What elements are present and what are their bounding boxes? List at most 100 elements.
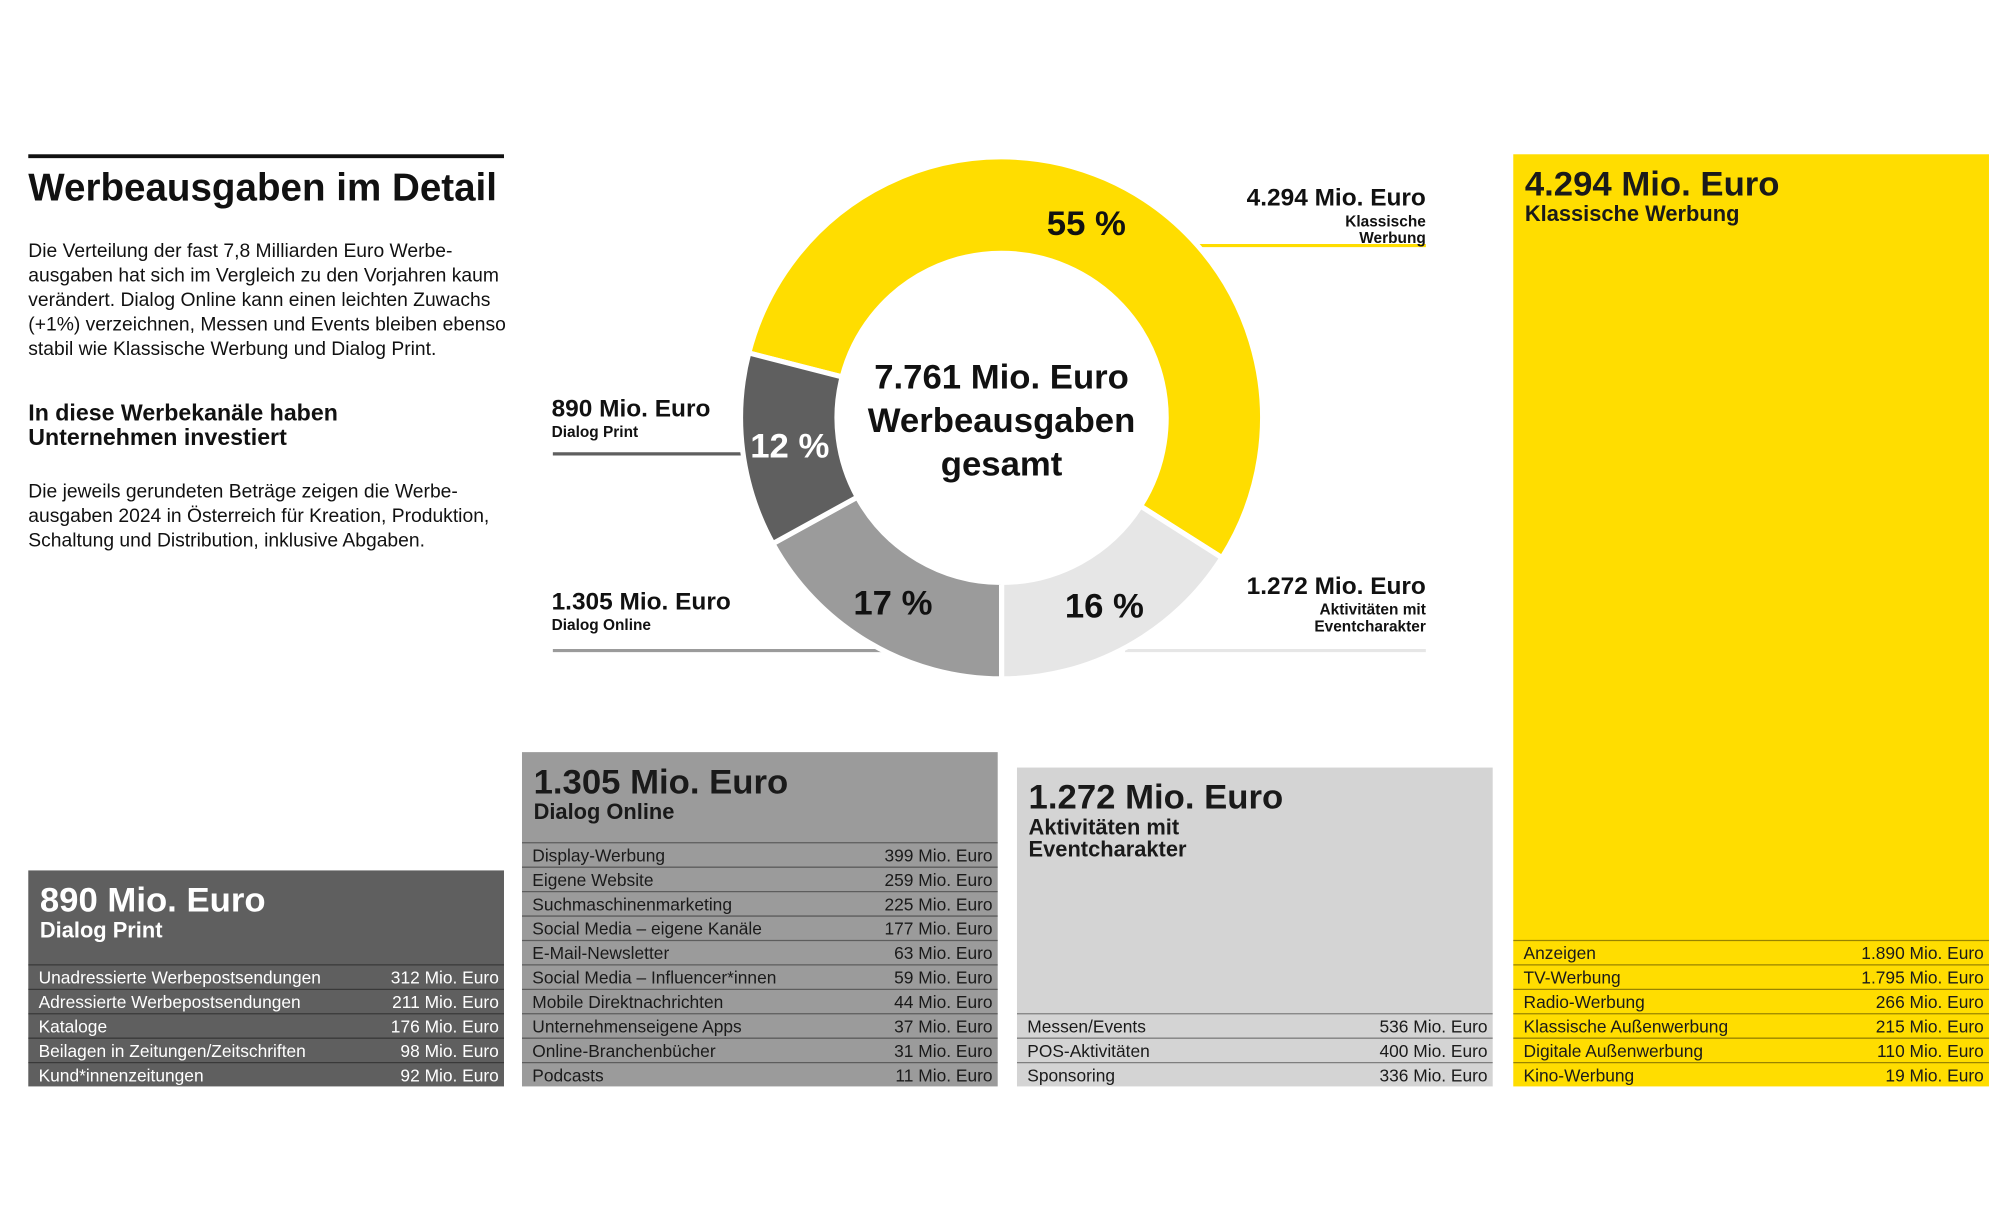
row-label: Kino-Werbung [1523,1065,1635,1086]
table-row: Anzeigen 1.890 Mio. Euro [1513,939,1989,964]
row-label: Unadressierte Werbepostsendungen [38,968,321,988]
table-row: Radio-Werbung 266 Mio. Euro [1513,988,1989,1013]
table-row: Eigene Website 259 Mio. Euro [521,866,998,891]
panel-header: 4.294 Mio. Euro Klassische Werbung [1513,154,1989,225]
callout-name: Dialog Online [551,615,652,634]
panel-header: 1.305 Mio. Euro Dialog Online [522,752,998,825]
callout: 1.305 Mio. Euro Dialog Online [552,589,809,634]
table-row: Kund*innenzeitungen 92 Mio. Euro [28,1061,504,1086]
row-label: Klassische Außenwerbung [1523,1016,1729,1037]
row-label: TV-Werbung [1523,968,1621,988]
center-label: 7.761 Mio. Euro Werbeausgaben gesamt [867,357,1136,484]
callout-amount: 4.294 Mio. Euro [1246,185,1426,213]
panel: 4.294 Mio. Euro Klassische Werbung Anzeige… [1513,154,1989,1087]
row-label: POS-Aktivitäten [1027,1041,1150,1061]
panel-table: Messen/Events 536 Mio. Euro POS-Aktivitäte… [1016,1013,1493,1086]
table-row: Unternehmenseigene Apps 37 Mio. Euro [521,1013,998,1037]
slice-label: 16 % [1065,588,1144,626]
row-label: Podcasts [532,1065,604,1086]
row-label: Anzeigen [1523,943,1596,963]
table-row: POS-Aktivitäten 400 Mio. Euro [1016,1037,1493,1062]
row-value: 1.890 Mio. Euro [1861,943,1984,963]
row-value: 110 Mio. Euro [1877,1041,1984,1061]
callout-amount: 890 Mio. Euro [551,395,711,423]
row-label: Display-Werbung [532,845,666,866]
row-label: Suchmaschinenmarketing [532,894,733,915]
panel: 1.272 Mio. Euro Aktivitäten mit Eventchar… [1016,767,1493,1087]
panel-name: Dialog Print [39,917,163,943]
table-row: Online-Branchenbücher 31 Mio. Euro [521,1037,998,1062]
row-value: 177 Mio. Euro [884,919,993,939]
panel-amount: 1.305 Mio. Euro [533,762,789,801]
row-value: 400 Mio. Euro [1379,1041,1488,1061]
table-row: Social Media – Influencer*innen 59 Mio. E… [521,964,998,988]
row-value: 19 Mio. Euro [1885,1065,1984,1086]
callout: 1.272 Mio. Euro Aktivitäten mit Eventchar… [1169,573,1426,635]
callout-amount: 1.305 Mio. Euro [551,588,731,616]
row-value: 11 Mio. Euro [895,1065,993,1086]
panel: 890 Mio. Euro Dialog Print Unadressierte W… [28,870,504,1087]
row-label: Online-Branchenbücher [532,1041,716,1061]
row-label: Unternehmenseigene Apps [532,1016,742,1037]
panel-table: Unadressierte Werbepostsendungen 312 Mio.… [28,964,504,1086]
row-value: 312 Mio. Euro [390,968,499,988]
note: Die jeweils gerundeten Beträge zeigen di… [28,480,490,552]
table-row: Digitale Außenwerbung 110 Mio. Euro [1513,1037,1989,1062]
table-row: Adressierte Werbepostsendungen 211 Mio. E… [28,988,504,1013]
panel-amount: 4.294 Mio. Euro [1524,164,1780,204]
row-label: Eigene Website [532,870,654,890]
row-value: 225 Mio. Euro [884,894,993,915]
row-value: 1.795 Mio. Euro [1861,968,1984,988]
row-label: Social Media – eigene Kanäle [532,919,762,939]
slice-label: 17 % [853,584,932,622]
table-row: Mobile Direktnachrichten 44 Mio. Euro [521,988,998,1013]
row-label: Digitale Außenwerbung [1523,1041,1704,1061]
row-value: 44 Mio. Euro [894,992,993,1012]
table-row: Messen/Events 536 Mio. Euro [1016,1013,1493,1037]
row-label: Social Media – Influencer*innen [532,968,777,988]
table-row: Podcasts 11 Mio. Euro [521,1061,998,1086]
row-value: 63 Mio. Euro [894,943,993,963]
table-row: E-Mail-Newsletter 63 Mio. Euro [521,939,998,964]
table-row: Sponsoring 336 Mio. Euro [1016,1061,1493,1086]
row-value: 399 Mio. Euro [884,845,993,866]
table-row: Kino-Werbung 19 Mio. Euro [1513,1061,1989,1086]
row-value: 31 Mio. Euro [894,1041,993,1061]
row-value: 176 Mio. Euro [390,1016,499,1037]
panel-name: Aktivitäten mit Eventcharakter [1028,815,1187,862]
row-label: Radio-Werbung [1523,992,1645,1012]
row-value: 211 Mio. Euro [392,992,499,1012]
row-value: 336 Mio. Euro [1379,1065,1488,1086]
callout-name: Klassische Werbung [1345,212,1426,247]
callout: 890 Mio. Euro Dialog Print [552,396,809,441]
panel-amount: 890 Mio. Euro [39,880,266,920]
row-value: 266 Mio. Euro [1875,992,1984,1012]
row-value: 536 Mio. Euro [1379,1016,1488,1037]
title-rule [28,154,504,159]
panel-name: Dialog Online [533,799,675,825]
row-value: 37 Mio. Euro [894,1016,993,1037]
table-row: Unadressierte Werbepostsendungen 312 Mio.… [28,964,504,988]
subtitle: In diese Werbekanäle haben Unternehmen i… [28,399,338,450]
donut-slice [745,154,1266,562]
table-row: TV-Werbung 1.795 Mio. Euro [1513,964,1989,988]
callout-name: Aktivitäten mit Eventcharakter [1314,600,1426,636]
panel-table: Anzeigen 1.890 Mio. Euro TV-Werbung 1.795 M… [1513,939,1989,1087]
row-label: Mobile Direktnachrichten [532,992,724,1012]
table-row: Social Media – eigene Kanäle 177 Mio. Eur… [521,915,998,939]
donut-slice [737,349,861,548]
panel: 1.305 Mio. Euro Dialog Online Display-Werb… [521,752,998,1087]
row-value: 259 Mio. Euro [884,870,993,890]
row-label: Beilagen in Zeitungen/Zeitschriften [38,1041,306,1061]
row-value: 92 Mio. Euro [400,1065,499,1086]
table-row: Beilagen in Zeitungen/Zeitschriften 98 Mi… [28,1037,504,1062]
row-value: 98 Mio. Euro [400,1041,499,1061]
row-label: Kataloge [38,1016,108,1037]
panel-header: 890 Mio. Euro Dialog Print [28,870,504,941]
row-label: Sponsoring [1027,1065,1116,1086]
table-row: Suchmaschinenmarketing 225 Mio. Euro [521,890,998,915]
row-label: Adressierte Werbepostsendungen [38,992,301,1012]
callout-amount: 1.272 Mio. Euro [1246,573,1426,601]
intro: Die Verteilung der fast 7,8 Milliarden E… [28,240,506,360]
